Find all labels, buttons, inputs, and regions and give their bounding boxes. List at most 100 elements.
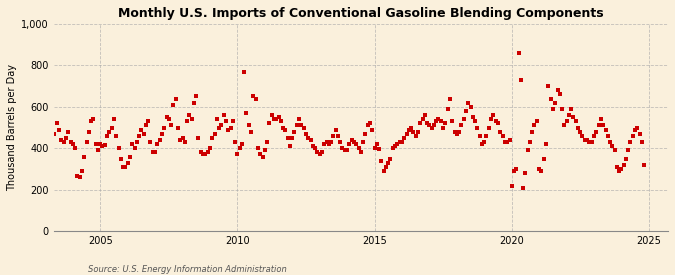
- Point: [406, 125, 416, 130]
- Point: [612, 165, 622, 169]
- Point: [168, 103, 179, 107]
- Point: [241, 111, 252, 115]
- Point: [216, 123, 227, 128]
- Point: [68, 142, 78, 146]
- Point: [511, 167, 522, 171]
- Point: [378, 169, 389, 173]
- Point: [95, 142, 105, 146]
- Point: [522, 148, 533, 153]
- Point: [346, 138, 357, 142]
- Point: [88, 117, 99, 122]
- Point: [454, 130, 464, 134]
- Point: [218, 113, 229, 117]
- Point: [83, 130, 94, 134]
- Point: [163, 117, 174, 122]
- Point: [213, 125, 224, 130]
- Point: [191, 94, 202, 99]
- Point: [54, 127, 65, 132]
- Title: Monthly U.S. Imports of Conventional Gasoline Blending Components: Monthly U.S. Imports of Conventional Gas…: [118, 7, 603, 20]
- Point: [381, 165, 392, 169]
- Point: [305, 138, 316, 142]
- Point: [317, 150, 327, 155]
- Point: [387, 146, 398, 150]
- Point: [531, 119, 542, 123]
- Point: [184, 113, 195, 117]
- Y-axis label: Thousand Barrels per Day: Thousand Barrels per Day: [7, 64, 17, 191]
- Point: [351, 142, 362, 146]
- Point: [630, 127, 641, 132]
- Point: [554, 92, 565, 97]
- Point: [205, 146, 215, 150]
- Point: [113, 146, 124, 150]
- Point: [445, 96, 456, 101]
- Point: [552, 88, 563, 92]
- Point: [140, 123, 151, 128]
- Point: [481, 134, 492, 138]
- Point: [397, 140, 408, 144]
- Point: [547, 107, 558, 111]
- Point: [518, 185, 529, 190]
- Point: [47, 167, 57, 171]
- Point: [122, 161, 133, 165]
- Point: [180, 140, 190, 144]
- Point: [424, 123, 435, 128]
- Point: [607, 144, 618, 148]
- Point: [51, 121, 62, 126]
- Point: [534, 167, 545, 171]
- Point: [254, 152, 265, 157]
- Point: [207, 136, 217, 140]
- Point: [275, 119, 286, 123]
- Point: [628, 134, 639, 138]
- Point: [315, 152, 325, 157]
- Point: [159, 125, 169, 130]
- Point: [504, 138, 515, 142]
- Point: [63, 130, 74, 134]
- Point: [442, 107, 453, 111]
- Point: [527, 130, 538, 134]
- Point: [460, 109, 471, 113]
- Point: [86, 119, 97, 123]
- Point: [450, 130, 460, 134]
- Point: [232, 152, 243, 157]
- Point: [348, 140, 359, 144]
- Point: [634, 131, 645, 136]
- Point: [234, 146, 245, 150]
- Point: [470, 119, 481, 123]
- Point: [70, 146, 80, 150]
- Point: [271, 117, 281, 122]
- Point: [435, 119, 446, 123]
- Point: [392, 142, 403, 146]
- Point: [239, 69, 250, 74]
- Point: [124, 154, 135, 159]
- Point: [367, 127, 378, 132]
- Point: [371, 142, 382, 146]
- Point: [211, 117, 222, 122]
- Point: [225, 125, 236, 130]
- Point: [198, 152, 209, 157]
- Point: [412, 130, 423, 134]
- Point: [404, 127, 414, 132]
- Point: [475, 134, 485, 138]
- Point: [42, 173, 53, 177]
- Point: [81, 140, 92, 144]
- Point: [134, 134, 144, 138]
- Point: [399, 136, 410, 140]
- Point: [262, 140, 273, 144]
- Point: [285, 144, 296, 148]
- Point: [337, 146, 348, 150]
- Point: [374, 147, 385, 152]
- Point: [561, 119, 572, 123]
- Point: [515, 78, 526, 82]
- Point: [595, 117, 606, 122]
- Point: [502, 140, 512, 144]
- Point: [456, 123, 467, 128]
- Point: [300, 131, 311, 136]
- Point: [584, 140, 595, 144]
- Point: [495, 130, 506, 134]
- Point: [536, 169, 547, 173]
- Point: [227, 119, 238, 123]
- Point: [422, 121, 433, 126]
- Point: [132, 140, 142, 144]
- Point: [202, 150, 213, 155]
- Point: [76, 169, 87, 173]
